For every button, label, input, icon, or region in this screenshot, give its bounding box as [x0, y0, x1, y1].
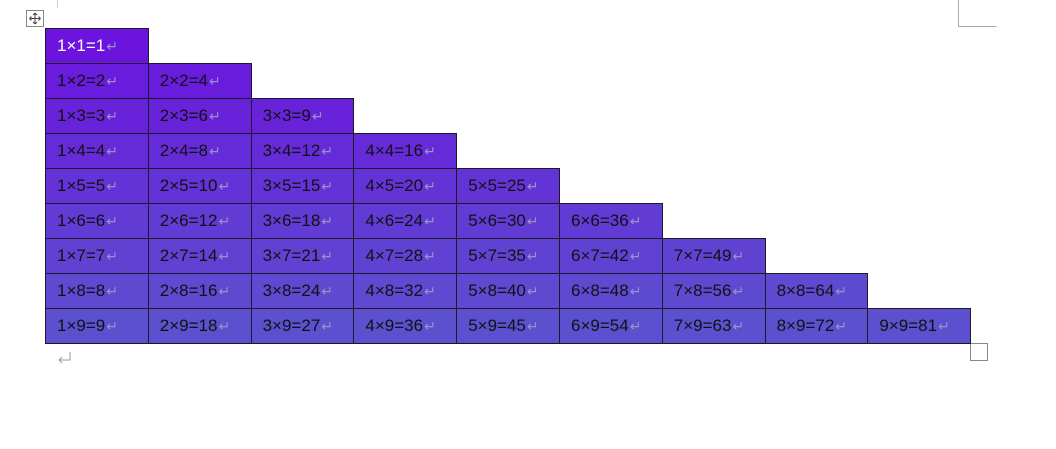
table-cell: 4×7=28: [353, 238, 458, 274]
table-cell: 1×1=1: [45, 28, 149, 64]
table-resize-handle[interactable]: [970, 343, 988, 361]
table-cell: 1×3=3: [45, 98, 149, 134]
table-cell: 2×4=8: [147, 133, 252, 169]
table-cell: 7×7=49: [661, 238, 766, 274]
table-cell: 2×2=4: [147, 63, 252, 99]
table-cell: 4×4=16: [353, 133, 458, 169]
table-cell: 4×5=20: [353, 168, 458, 204]
table-cell: 1×2=2: [45, 63, 149, 99]
table-cell: 2×3=6: [147, 98, 252, 134]
table-cell: 6×8=48: [559, 273, 663, 309]
table-cell: 1×6=6: [45, 203, 149, 239]
table-cell: 3×3=9: [250, 98, 355, 134]
table-cell: 5×8=40: [456, 273, 560, 309]
table-cell: 4×8=32: [353, 273, 458, 309]
table-cell: 3×9=27: [250, 308, 355, 344]
table-move-handle[interactable]: [26, 10, 44, 27]
table-cell: 2×8=16: [147, 273, 252, 309]
table-cell: 3×6=18: [250, 203, 355, 239]
table-cell: 6×9=54: [559, 308, 663, 344]
table-cell: 8×8=64: [764, 273, 869, 309]
table-cell: 4×6=24: [353, 203, 458, 239]
table-cell: 1×4=4: [45, 133, 149, 169]
table-cell: 6×7=42: [559, 238, 663, 274]
table-cell: 5×5=25: [456, 168, 560, 204]
table-cell: 1×8=8: [45, 273, 149, 309]
margin-corner: [958, 0, 997, 27]
table-cell: 9×9=81: [867, 308, 972, 344]
table-cell: 7×9=63: [661, 308, 766, 344]
table-cell: 5×6=30: [456, 203, 560, 239]
table-cell: 8×9=72: [764, 308, 869, 344]
table-cell: 3×5=15: [250, 168, 355, 204]
table-cell: 7×8=56: [661, 273, 766, 309]
table-cell: 2×7=14: [147, 238, 252, 274]
table-cell: 3×4=12: [250, 133, 355, 169]
table-cell: 2×9=18: [147, 308, 252, 344]
table-cell: 1×7=7: [45, 238, 149, 274]
table-cell: 3×7=21: [250, 238, 355, 274]
table-cell: 1×5=5: [45, 168, 149, 204]
table-cell: 1×9=9: [45, 308, 149, 344]
table-cell: 2×5=10: [147, 168, 252, 204]
table-cell: 3×8=24: [250, 273, 355, 309]
table-cell: 6×6=36: [559, 203, 663, 239]
table-cell: 2×6=12: [147, 203, 252, 239]
table-cell: 5×7=35: [456, 238, 560, 274]
table-cell: 4×9=36: [353, 308, 458, 344]
paragraph-mark: [58, 352, 71, 364]
table-cell: 5×9=45: [456, 308, 560, 344]
